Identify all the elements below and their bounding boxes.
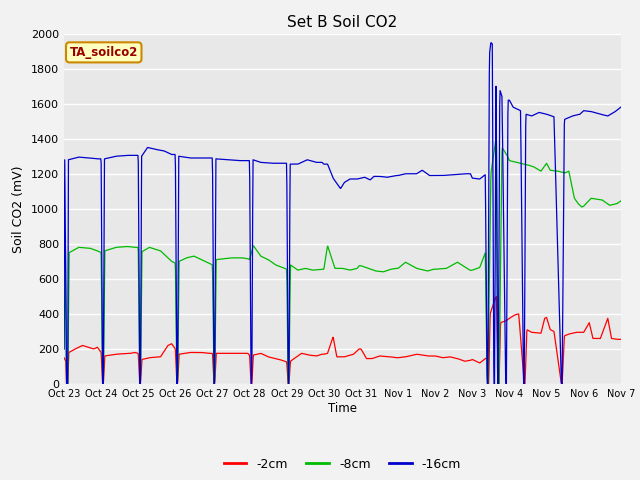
Legend: -2cm, -8cm, -16cm: -2cm, -8cm, -16cm — [219, 453, 466, 476]
Y-axis label: Soil CO2 (mV): Soil CO2 (mV) — [12, 165, 26, 252]
Title: Set B Soil CO2: Set B Soil CO2 — [287, 15, 397, 30]
Text: TA_soilco2: TA_soilco2 — [70, 46, 138, 59]
X-axis label: Time: Time — [328, 402, 357, 415]
